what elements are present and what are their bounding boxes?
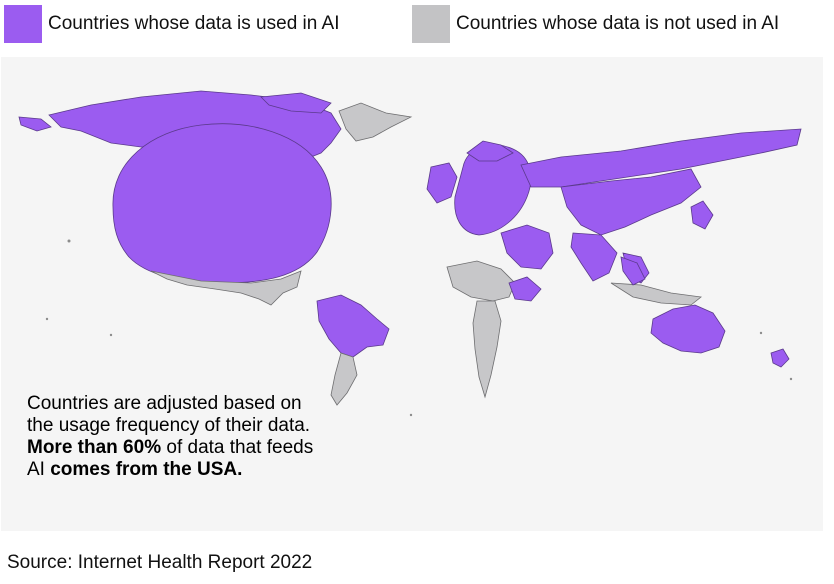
caption-bold-2: comes from the USA. bbox=[50, 459, 243, 480]
region-africa-south bbox=[472, 300, 502, 399]
region-usa bbox=[112, 123, 332, 284]
region-philippines bbox=[620, 256, 646, 286]
region-scandinavia bbox=[466, 140, 514, 162]
region-africa-north bbox=[446, 260, 516, 302]
region-india bbox=[570, 232, 618, 282]
region-alaska bbox=[18, 116, 52, 132]
source-note: Source: Internet Health Report 2022 bbox=[7, 552, 313, 573]
map-caption: Countries are adjusted based on the usag… bbox=[27, 393, 327, 481]
islet bbox=[409, 413, 413, 417]
region-greenland bbox=[338, 102, 413, 142]
islet bbox=[759, 331, 763, 335]
region-new-zealand bbox=[770, 348, 790, 368]
islet bbox=[109, 333, 113, 337]
map-panel: Countries are adjusted based on the usag… bbox=[1, 57, 823, 531]
region-mexico bbox=[150, 270, 302, 306]
region-middle-east bbox=[500, 224, 554, 270]
region-australia bbox=[650, 304, 726, 354]
legend-label-not-used: Countries whose data is not used in AI bbox=[456, 13, 780, 34]
region-japan bbox=[690, 200, 714, 230]
legend-not-used: Countries whose data is not used in AI bbox=[412, 4, 779, 44]
cartogram-map bbox=[18, 90, 802, 417]
islet bbox=[789, 377, 793, 381]
islet bbox=[67, 239, 71, 243]
islet bbox=[45, 317, 49, 321]
legend-label-used: Countries whose data is used in AI bbox=[48, 13, 340, 34]
region-china-east-asia bbox=[560, 168, 702, 236]
caption-text-1: Countries are adjusted based on the usag… bbox=[27, 393, 311, 436]
caption-text-2: of data that feeds AI bbox=[27, 437, 314, 480]
region-arctic-islands bbox=[260, 92, 332, 114]
region-north-africa-used bbox=[508, 276, 542, 302]
region-uk bbox=[426, 162, 458, 204]
caption-bold-1: More than 60% bbox=[27, 437, 162, 458]
region-indonesia bbox=[610, 282, 702, 306]
legend-swatch-not-used bbox=[412, 5, 450, 43]
legend-swatch-used bbox=[4, 5, 42, 43]
legend-used: Countries whose data is used in AI bbox=[4, 4, 340, 44]
region-south-america-north bbox=[316, 294, 390, 358]
region-south-america-south bbox=[330, 352, 358, 406]
